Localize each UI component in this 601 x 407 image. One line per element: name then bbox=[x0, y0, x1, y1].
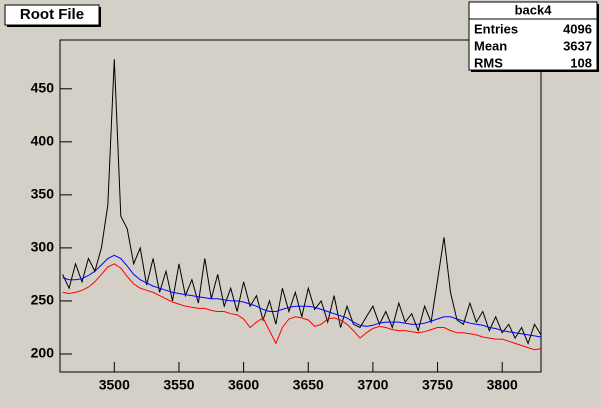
series-line bbox=[62, 263, 542, 351]
x-tick-label: 3500 bbox=[99, 377, 130, 393]
plot: 200 250 300 350 400 450 3500 3550 3600 3650 3700 37… bbox=[31, 59, 542, 393]
stats-panel bbox=[468, 1, 598, 71]
y-tick-label: 200 bbox=[31, 345, 55, 361]
x-tick-label: 3700 bbox=[357, 377, 388, 393]
frame bbox=[59, 39, 542, 373]
y-tick-label: 300 bbox=[31, 239, 55, 255]
y-tick-label: 400 bbox=[31, 133, 55, 149]
stats-label: Entries bbox=[474, 21, 518, 36]
x-tick-label: 3800 bbox=[487, 377, 518, 393]
stats-box: back4 Entries 4096 Mean 3637 RMS 108 bbox=[468, 1, 599, 72]
stats-value: 108 bbox=[570, 55, 592, 70]
x-tick-label: 3600 bbox=[228, 377, 259, 393]
x-tick-label: 3750 bbox=[422, 377, 453, 393]
series-line bbox=[62, 59, 542, 345]
stats-label: Mean bbox=[474, 38, 507, 53]
series-line bbox=[62, 254, 542, 338]
y-tick-label: 250 bbox=[31, 292, 55, 308]
stats-title: back4 bbox=[515, 2, 553, 17]
x-tick-label: 3650 bbox=[293, 377, 324, 393]
y-tick-label: 350 bbox=[31, 186, 55, 202]
stats-value: 3637 bbox=[563, 38, 592, 53]
stats-label: RMS bbox=[474, 55, 503, 70]
y-tick-label: 450 bbox=[31, 79, 55, 95]
stats-value: 4096 bbox=[563, 21, 592, 36]
title-box bbox=[4, 4, 100, 26]
x-tick-label: 3550 bbox=[163, 377, 194, 393]
chart-title: Root File bbox=[20, 6, 84, 23]
